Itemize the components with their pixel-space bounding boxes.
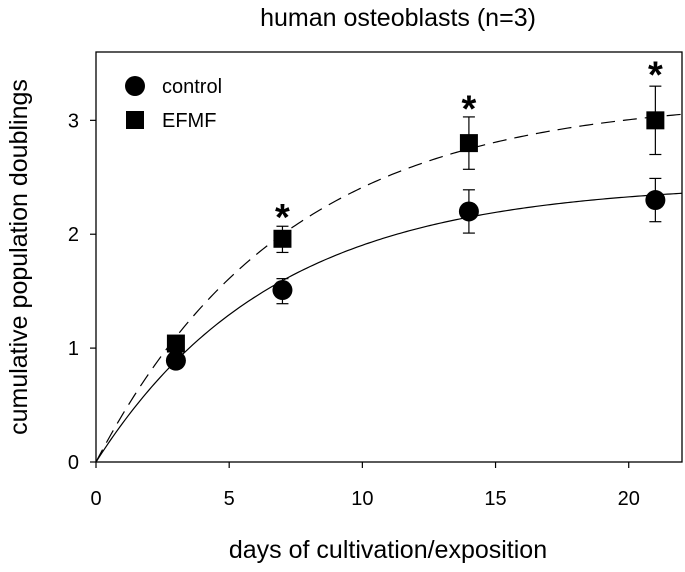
legend-label: control <box>162 76 222 98</box>
x-tick-label: 10 <box>351 488 373 510</box>
fit-curve-efmf <box>95 113 683 463</box>
significance-asterisk: * <box>648 54 663 96</box>
data-point-efmf <box>646 111 665 130</box>
x-tick-label: 15 <box>484 488 506 510</box>
y-tick-label: 1 <box>68 338 79 360</box>
plot-frame <box>95 51 683 463</box>
data-point-control <box>272 280 293 301</box>
significance-asterisk: * <box>275 197 290 239</box>
fit-curve-control <box>95 192 683 463</box>
significance-asterisk: * <box>462 89 477 131</box>
x-tick-label: 0 <box>90 488 101 510</box>
x-tick-label: 5 <box>224 488 235 510</box>
y-tick-label: 0 <box>68 452 79 474</box>
legend: control EFMF <box>125 76 222 132</box>
data-point-efmf <box>273 229 292 248</box>
legend-marker-circle <box>125 76 145 96</box>
chart-title: human osteoblasts (n=3) <box>260 4 536 32</box>
legend-label: EFMF <box>162 110 216 132</box>
x-axis-label: days of cultivation/exposition <box>229 536 547 564</box>
x-tick-label: 20 <box>618 488 640 510</box>
y-tick-label: 2 <box>68 224 79 246</box>
plot-area: 0 5 10 15 20 0 1 2 3 * * * <box>68 51 683 510</box>
data-point-efmf <box>166 334 185 353</box>
y-tick-label: 3 <box>68 110 79 132</box>
legend-marker-square <box>126 111 144 129</box>
data-point-control <box>165 350 186 371</box>
y-axis-label: cumulative population doublings <box>5 79 33 435</box>
data-point-control <box>645 190 666 211</box>
data-point-efmf <box>459 134 478 153</box>
data-point-control <box>458 201 479 222</box>
